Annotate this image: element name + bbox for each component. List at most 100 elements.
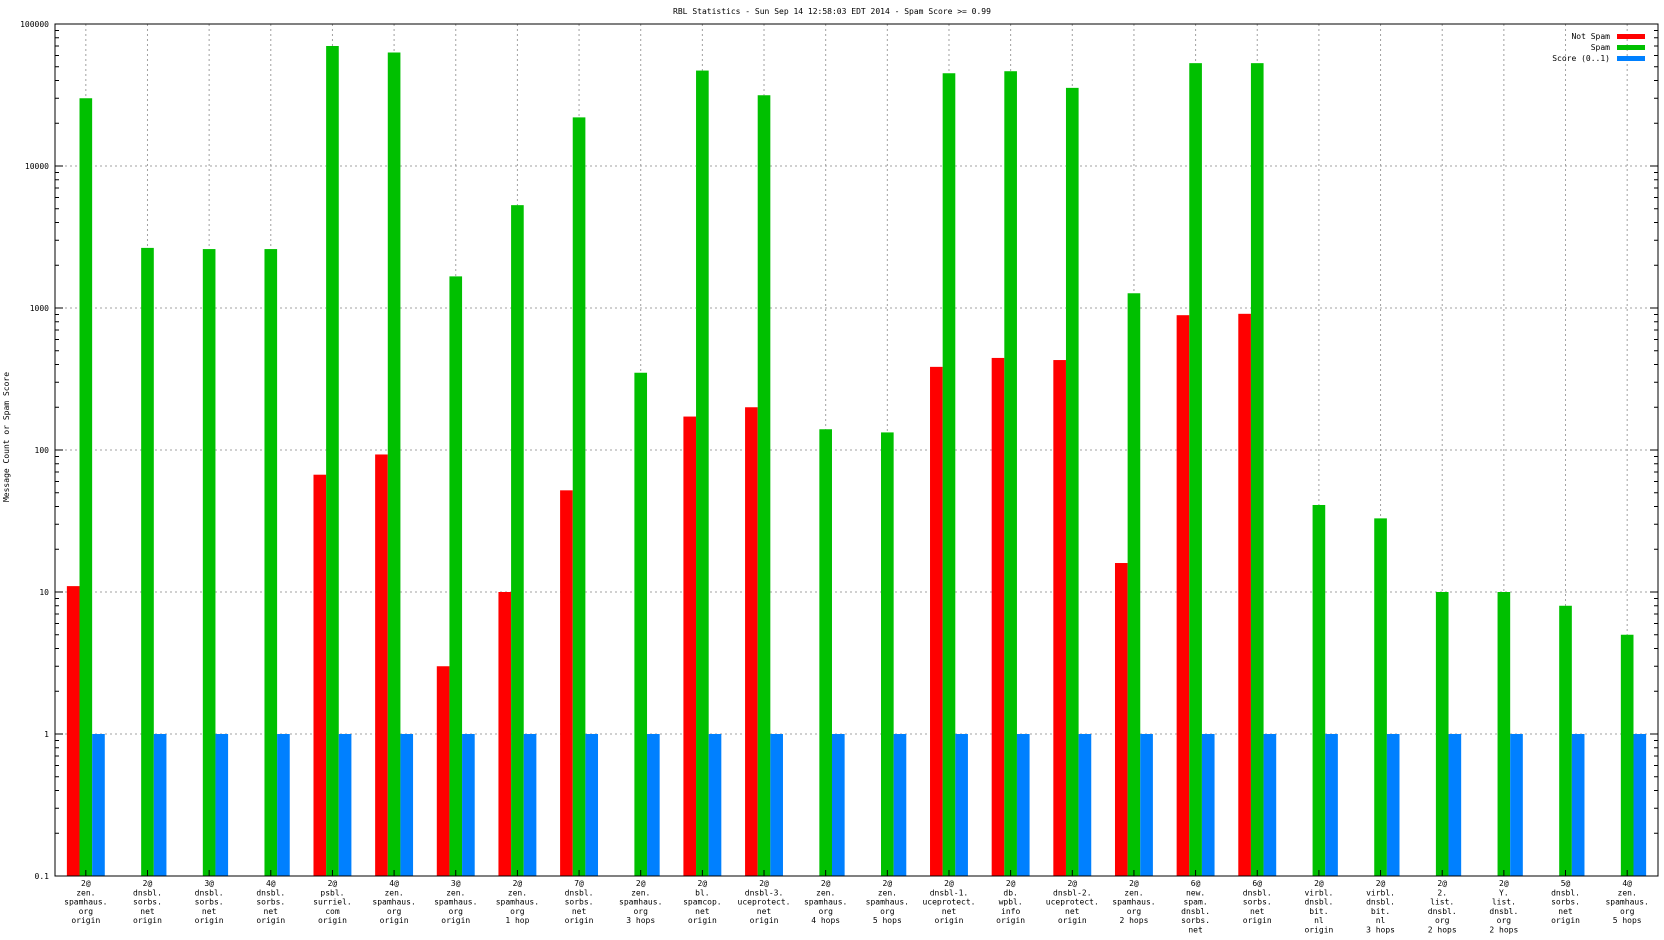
x-tick-label-line: zen.: [1124, 888, 1143, 897]
x-tick-label-line: origin: [1304, 926, 1333, 935]
x-tick-label: 2@ zen. spamhaus. org 3 hops: [619, 879, 662, 925]
x-tick-label-line: 4@: [389, 879, 399, 888]
bar-not-spam: [991, 357, 1005, 877]
x-tick-label-line: 2.: [1437, 888, 1447, 897]
x-tick-label-line: 4@: [1622, 879, 1632, 888]
x-tick-label-line: origin: [318, 916, 347, 925]
bar-score-0-1: [1448, 734, 1462, 876]
y-tick-label: 10000: [25, 162, 49, 171]
bar-not-spam: [436, 666, 450, 876]
bar-spam: [1374, 518, 1387, 876]
x-tick-label-line: 7@: [574, 879, 584, 888]
x-tick-label-line: origin: [133, 916, 162, 925]
legend-label: Not Spam: [1571, 32, 1610, 41]
x-tick-label-line: uceprotect.: [1046, 898, 1099, 907]
x-tick-label-line: org: [880, 907, 895, 916]
x-tick-label-line: net: [942, 907, 957, 916]
bar-spam: [1065, 87, 1079, 877]
bar-score-0-1: [893, 734, 907, 876]
x-tick-label-line: 2@: [1499, 879, 1509, 888]
x-tick-label-line: net: [1558, 907, 1573, 916]
x-tick-label: 2@ dnsbl-1. uceprotect. net origin: [922, 879, 975, 925]
x-tick-label-line: zen.: [631, 888, 650, 897]
y-tick-label: 1: [44, 730, 49, 739]
x-tick-label: 7@ dnsbl. sorbs. net origin: [565, 879, 594, 925]
x-tick-label-line: sorbs.: [565, 898, 594, 907]
bar-score-0-1: [1078, 734, 1092, 876]
legend-swatch: [1617, 56, 1645, 61]
x-tick-label-line: dnsbl.: [1304, 898, 1333, 907]
y-tick-label: 100000: [20, 20, 49, 29]
x-tick-label-line: Y.: [1499, 888, 1509, 897]
bar-spam: [881, 432, 894, 876]
x-tick-label-line: 2 hops: [1428, 926, 1457, 935]
x-tick-label-line: 6@: [1191, 879, 1201, 888]
bar-spam: [511, 205, 524, 876]
x-tick-label-line: spamhaus.: [619, 898, 662, 907]
x-tick-label-line: origin: [996, 916, 1025, 925]
bar-score-0-1: [338, 734, 352, 876]
x-tick-label-line: zen.: [508, 888, 527, 897]
x-tick-label-line: zen.: [446, 888, 465, 897]
x-tick-label-line: nl: [1314, 916, 1324, 925]
bar-spam: [1312, 504, 1326, 876]
x-tick-label-line: 2@: [1314, 879, 1324, 888]
bar-score-0-1: [400, 734, 414, 876]
x-tick-label-line: origin: [1243, 916, 1272, 925]
bar-score-0-1: [1263, 734, 1277, 876]
x-tick-label-line: 3 hops: [1366, 926, 1395, 935]
x-tick-label-line: 2@: [1437, 879, 1447, 888]
x-tick-label-line: net: [757, 907, 772, 916]
x-tick-label-line: db.: [1003, 888, 1017, 897]
x-tick-label: 2@ dnsbl-3. uceprotect. net origin: [738, 879, 791, 925]
x-tick-label-line: dnsbl-1.: [930, 888, 969, 897]
bar-score-0-1: [770, 734, 783, 876]
bar-not-spam: [683, 416, 697, 876]
x-tick-label-line: sorbs.: [256, 898, 285, 907]
x-tick-label-line: list.: [1492, 898, 1516, 907]
bar-score-0-1: [1633, 734, 1647, 876]
x-tick-label-line: dnsbl.: [1243, 888, 1272, 897]
y-axis-label: Message Count or Spam Score: [2, 372, 11, 502]
x-tick-label: 2@ zen. spamhaus. org 4 hops: [804, 879, 847, 925]
x-tick-label-line: org: [1620, 907, 1635, 916]
legend-label: Score (0..1): [1552, 54, 1610, 63]
x-tick-label-line: 2 hops: [1489, 926, 1518, 935]
bar-not-spam: [66, 586, 80, 876]
x-tick-label-line: org: [633, 907, 648, 916]
x-tick-label: 2@ zen. spamhaus. org origin: [64, 879, 107, 925]
bar-score-0-1: [1140, 734, 1153, 876]
x-tick-label-line: 2@: [944, 879, 954, 888]
bar-spam: [757, 95, 771, 877]
bar-score-0-1: [1325, 734, 1338, 876]
grid-layer: [55, 24, 1658, 876]
x-tick-label-line: bl.: [695, 888, 709, 897]
x-tick-label-line: dnsbl.: [195, 888, 224, 897]
x-tick-label: 2@ zen. spamhaus. org 5 hops: [866, 879, 909, 925]
bar-spam: [572, 117, 586, 876]
x-tick-label-line: origin: [1058, 916, 1087, 925]
x-tick-label-line: sorbs.: [1181, 916, 1210, 925]
x-tick-label-line: virbl.: [1366, 888, 1395, 897]
x-tick-label-line: 2@: [1067, 879, 1077, 888]
x-tick-label-line: net: [572, 907, 587, 916]
x-tick-label-line: 3@: [204, 879, 214, 888]
x-tick-label: 4@ zen. spamhaus. org origin: [372, 879, 415, 925]
x-tick-label-line: zen.: [878, 888, 897, 897]
x-tick-label-line: net: [695, 907, 710, 916]
x-tick-label-line: 6@: [1252, 879, 1262, 888]
x-tick-label-line: sorbs.: [1551, 898, 1580, 907]
chart-title: RBL Statistics - Sun Sep 14 12:58:03 EDT…: [673, 7, 991, 16]
bar-spam: [1004, 71, 1017, 876]
x-tick-label: 3@ dnsbl. sorbs. net origin: [195, 879, 224, 925]
bar-spam: [79, 98, 93, 876]
x-tick-label-line: org: [818, 907, 833, 916]
x-tick-label-line: org: [387, 907, 402, 916]
x-tick-label-line: net: [1188, 926, 1203, 935]
x-tick-label-line: spam.: [1184, 898, 1208, 907]
x-tick-label: 2@ zen. spamhaus. org 1 hop: [496, 879, 539, 925]
x-tick-label-line: dnsbl-2.: [1053, 888, 1092, 897]
x-tick-label-line: 3@: [451, 879, 461, 888]
